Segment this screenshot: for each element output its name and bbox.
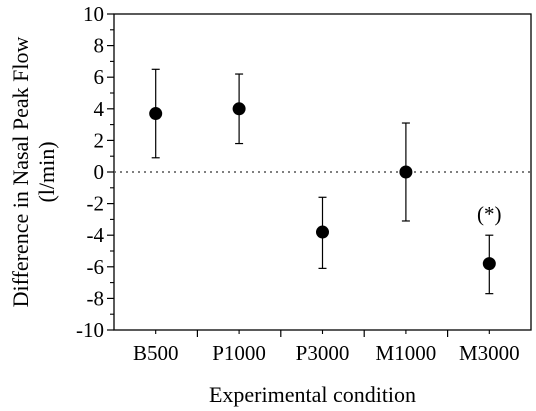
- y-axis-title-line2: (l/min): [34, 141, 59, 202]
- x-tick-label: P3000: [296, 341, 350, 365]
- data-marker: [149, 107, 163, 121]
- x-tick-label: M3000: [459, 341, 520, 365]
- y-tick-label: -8: [87, 286, 105, 310]
- data-marks: [149, 68, 496, 295]
- x-axis-title: Experimental condition: [209, 382, 416, 407]
- data-marker: [232, 102, 246, 116]
- y-tick-label: 4: [94, 97, 105, 121]
- y-tick-label: -4: [87, 223, 105, 247]
- y-axis-ticks: -10 -8 -6 -4 -2 0 2 4 6 8 10: [76, 2, 114, 342]
- y-tick-label: -6: [87, 255, 105, 279]
- data-point-P3000: [316, 196, 329, 269]
- y-tick-label: -10: [76, 318, 104, 342]
- y-tick-label: 10: [83, 2, 104, 26]
- x-tick-label: B500: [133, 341, 179, 365]
- data-point-P1000: [232, 73, 246, 145]
- data-point-B500: [149, 68, 163, 159]
- plot-area: -10 -8 -6 -4 -2 0 2 4 6 8 10 B500 P1000 P3000 M1000 M3…: [76, 2, 532, 365]
- x-axis-ticks: B500 P1000 P3000 M1000 M3000: [133, 330, 520, 365]
- y-tick-label: 6: [94, 65, 105, 89]
- data-marker: [316, 225, 329, 239]
- y-tick-label: -2: [87, 192, 105, 216]
- y-tick-label: 8: [94, 34, 105, 58]
- axis-titles: Difference in Nasal Peak Flow (l/min) Ex…: [8, 36, 416, 407]
- data-marker: [399, 165, 413, 179]
- y-tick-label: 2: [94, 128, 105, 152]
- y-axis-title-line1: Difference in Nasal Peak Flow: [8, 36, 33, 307]
- significance-annotation: (*): [477, 202, 502, 226]
- x-tick-label: M1000: [376, 341, 437, 365]
- data-point-M1000: [399, 122, 413, 222]
- data-marker: [482, 257, 496, 271]
- x-tick-label: P1000: [212, 341, 266, 365]
- y-tick-label: 0: [94, 160, 105, 184]
- annotations: (*): [477, 202, 502, 226]
- data-point-M3000: [482, 234, 496, 295]
